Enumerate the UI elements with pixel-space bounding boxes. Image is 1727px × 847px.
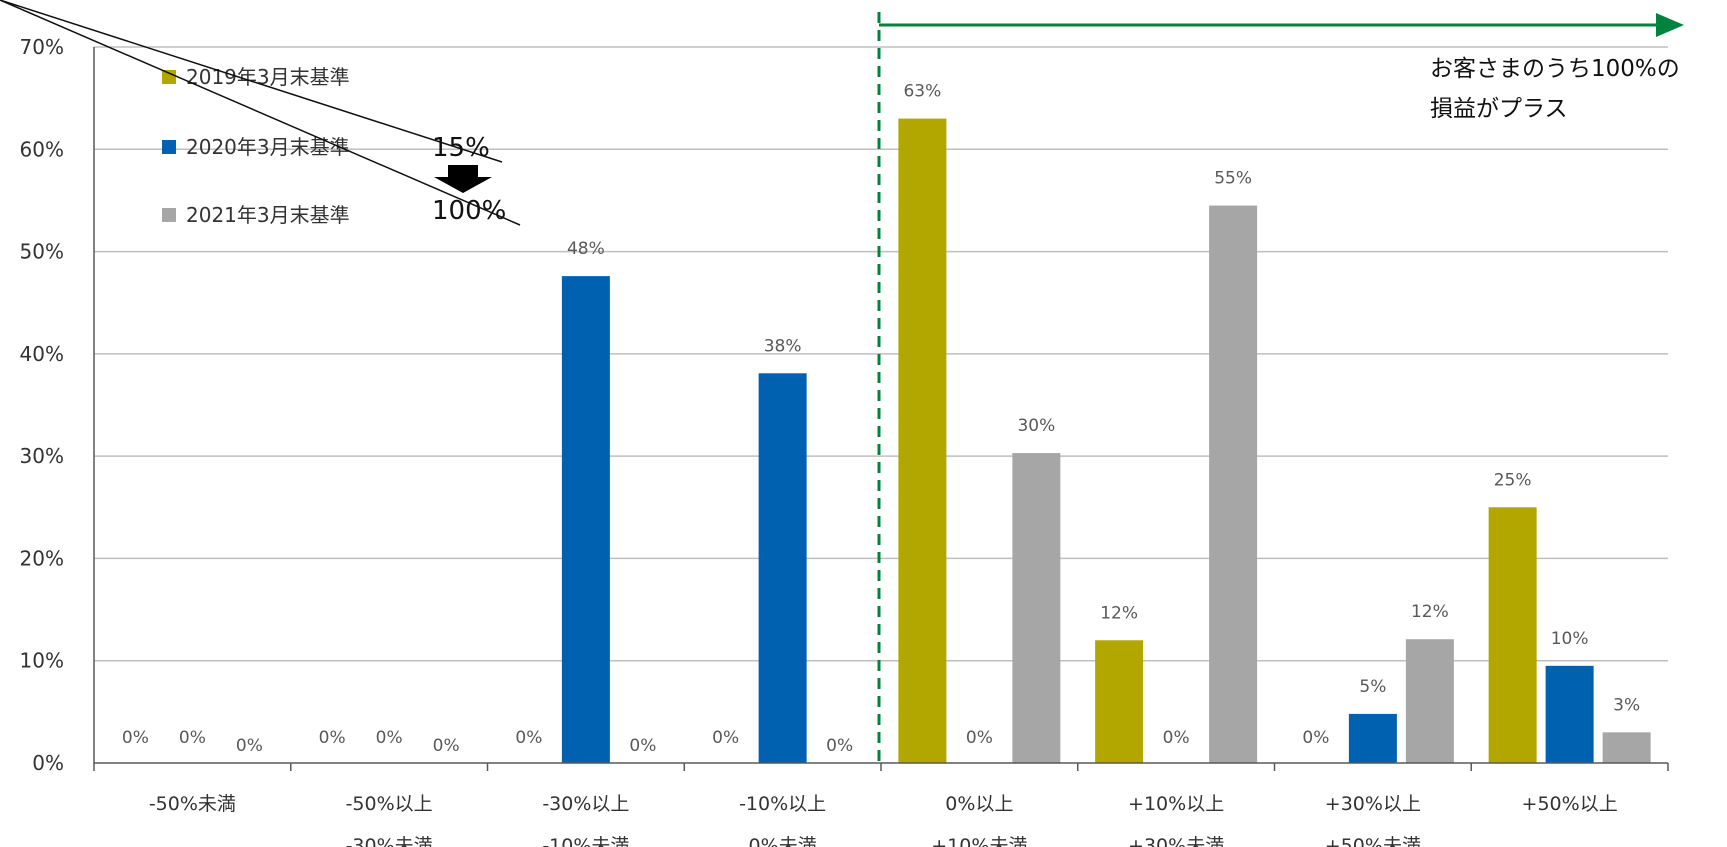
bar [758,373,807,763]
legend: 2019年3月末基準 2020年3月末基準 2021年3月末基準 [162,65,350,227]
data-label: 0% [629,736,656,756]
data-label: 48% [567,239,605,259]
legend-swatch-2020 [162,140,176,154]
bar [1348,713,1397,763]
axes: -50%未満 -50%以上 -30%未満 -30%以上 -10%未満 -10%以上 0%未満… [93,47,1669,847]
callout-from-underline [0,0,503,163]
x-tick-label: +30%未満 [1128,835,1224,847]
x-tick-label: +10%未満 [931,835,1027,847]
bar [1405,639,1454,763]
right-arrow-icon [1656,13,1684,37]
x-tick-label: 0%未満 [749,835,817,847]
data-label: 0% [319,728,346,748]
y-tick-label: 20% [20,546,64,570]
down-arrow-icon [434,165,492,193]
bar [561,276,610,763]
legend-swatch-2021 [162,208,176,222]
x-tick-label: +10%以上 [1128,793,1224,815]
x-tick-label: +50%以上 [1522,793,1618,815]
y-tick-label: 40% [20,342,64,366]
data-label: 0% [122,728,149,748]
data-label: 38% [764,336,802,356]
y-tick-label: 50% [20,240,64,264]
x-tick-label: +30%以上 [1325,793,1421,815]
data-label: 10% [1551,629,1589,649]
data-label: 30% [1017,416,1055,436]
x-tick-label: -50%以上 [346,793,433,815]
data-label: 0% [966,728,993,748]
callout-to-underline [0,0,521,226]
x-tick-label: 0%以上 [945,793,1013,815]
data-label: 12% [1100,603,1138,623]
bar [1545,665,1594,763]
positive-note-line2: 損益がプラス [1430,96,1568,122]
data-label: 0% [826,736,853,756]
x-tick-label: -30%未満 [346,835,433,847]
legend-swatch-2019 [162,70,176,84]
bar [1095,640,1144,763]
bar [1012,453,1061,763]
data-label: 0% [236,736,263,756]
y-tick-label: 70% [20,35,64,59]
bar [898,118,947,764]
bar [1602,732,1651,763]
y-tick-label: 30% [20,444,64,468]
improvement-callout: 15% 100% [0,0,521,226]
data-label: 55% [1214,169,1252,189]
data-label: 0% [1163,728,1190,748]
x-tick-label: -10%未満 [542,835,629,847]
callout-to-value: 100% [432,196,506,226]
y-tick-label: 60% [20,137,64,161]
data-label: 0% [179,728,206,748]
y-tick-label: 0% [32,751,64,775]
data-label: 0% [712,728,739,748]
gridlines: 0% 10% 20% 30% 40% 50% 60% 70% [20,35,1668,775]
x-tick-label: -10%以上 [739,793,826,815]
data-label: 3% [1613,695,1640,715]
y-tick-label: 10% [20,649,64,673]
data-label: 0% [376,728,403,748]
bar [1209,205,1258,764]
data-labels: 0% 0% 0% 0% 63% 12% 0% 25% 0% 0% 48% 38% 0% 0% 5% 10% 0%… [122,82,1640,756]
data-label: 0% [433,736,460,756]
data-label: 5% [1359,677,1386,697]
x-tick-label: +50%未満 [1325,835,1421,847]
x-tick-label: -50%未満 [149,793,236,815]
data-label: 0% [515,728,542,748]
data-label: 0% [1302,728,1329,748]
legend-label-2020: 2020年3月末基準 [186,135,350,159]
bar [1488,507,1537,763]
data-label: 25% [1494,470,1532,490]
x-tick-label: -30%以上 [542,793,629,815]
data-label: 63% [903,82,941,102]
legend-label-2021: 2021年3月末基準 [186,203,350,227]
positive-note-line1: お客さまのうち100%の [1430,56,1680,82]
bars [561,118,1651,764]
data-label: 12% [1411,602,1449,622]
